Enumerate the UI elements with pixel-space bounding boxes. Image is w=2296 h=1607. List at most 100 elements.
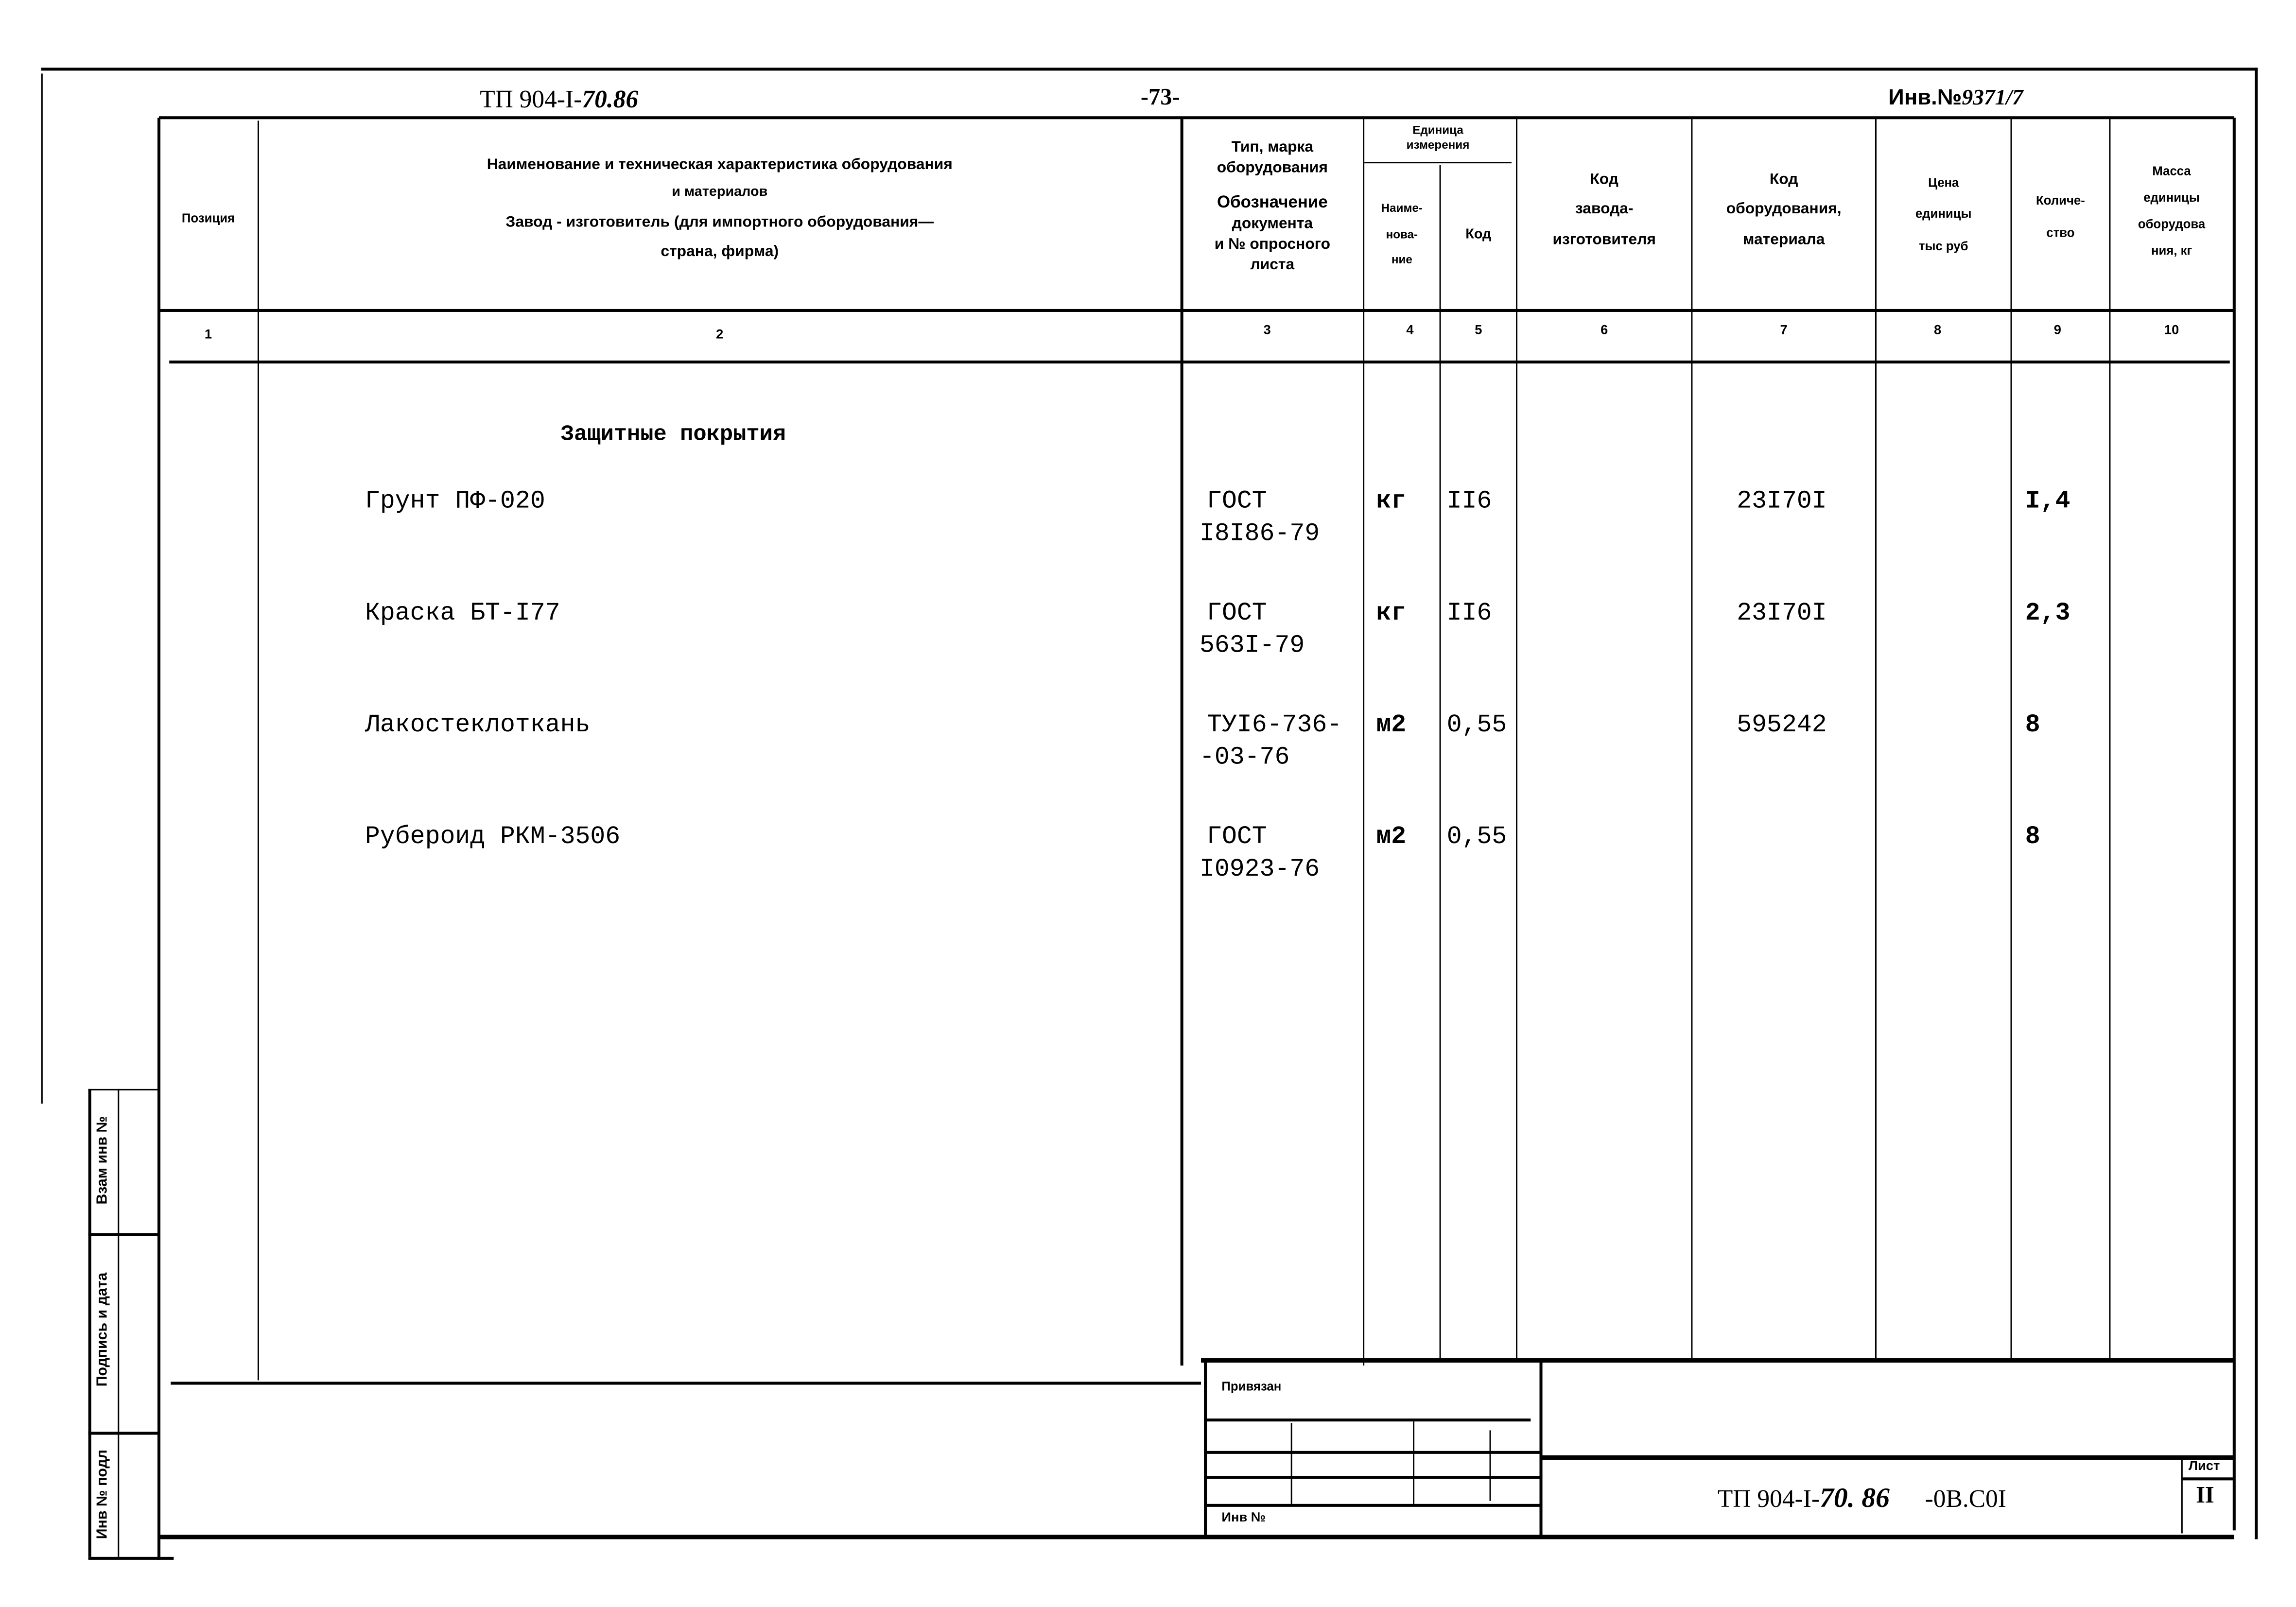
linked-label: Привязан: [1221, 1379, 1282, 1394]
material-code: 595242: [1737, 712, 1827, 741]
col-number: 7: [1780, 322, 1788, 337]
doc-line1: ГОСТ: [1207, 600, 1267, 629]
item-name: Лакостеклоткань: [365, 712, 591, 741]
col-number: 5: [1475, 322, 1482, 337]
col-line: [2232, 118, 2235, 1531]
col-line: [1691, 118, 1693, 1362]
col-line: [1180, 118, 1183, 1366]
col-number: 9: [2053, 322, 2061, 337]
stamp-line: [88, 1556, 174, 1559]
header-price: Цена единицы тыс руб: [1915, 175, 1972, 253]
col-line: [1363, 118, 1365, 1366]
frame-left: [41, 73, 43, 1104]
quantity: 2,3: [2025, 600, 2070, 629]
title-block-line: [1539, 1361, 1543, 1535]
sheet-box-line: [2181, 1477, 2234, 1480]
col-line: [157, 118, 161, 1560]
col-line: [1875, 118, 1877, 1362]
section-title: Защитные покрытия: [560, 422, 786, 448]
unit-code: 0,55: [1446, 824, 1507, 852]
document-code: ТП 904-I-70. 86 -0В.С0I: [1717, 1483, 2006, 1515]
header-unit-code: Код: [1465, 226, 1492, 243]
stamp-line: [88, 1089, 91, 1557]
header-unit-name: Наиме- нова- ние: [1381, 201, 1423, 267]
title-block-top-right: [1201, 1358, 2234, 1362]
stamp-line: [88, 1233, 159, 1236]
material-code: 23I70I: [1737, 600, 1827, 629]
quantity: I,4: [2025, 488, 2070, 517]
quantity: 8: [2025, 712, 2040, 741]
col-line: [1439, 165, 1441, 1363]
unit-name: м2: [1376, 824, 1407, 852]
header-unit-group: Единица измерения: [1406, 123, 1470, 151]
linked-grid: [1204, 1418, 1531, 1421]
col-line: [257, 121, 259, 1381]
col-number: 8: [1934, 322, 1942, 337]
header-position: Позиция: [181, 210, 235, 225]
item-name: Рубероид РКМ-3506: [365, 824, 621, 852]
doc-line2: I0923-76: [1199, 856, 1320, 884]
col-number: 1: [204, 327, 212, 342]
stamp-line: [88, 1432, 159, 1434]
doc-line1: ГОСТ: [1207, 488, 1267, 517]
col-line: [2010, 118, 2012, 1362]
unit-name: м2: [1376, 712, 1407, 741]
doc-code-top: ТП 904-I-70.86: [480, 85, 639, 114]
doc-line2: -03-76: [1199, 744, 1290, 773]
title-block-mid: [1541, 1455, 2234, 1459]
header-quantity: Количе- ство: [2036, 192, 2085, 240]
stamp-line: [118, 1089, 120, 1557]
doc-line2: 563I-79: [1199, 633, 1305, 661]
unit-group-line: [1364, 162, 1512, 164]
inventory-number: Инв.№9371/7: [1888, 85, 2023, 111]
material-code: 23I70I: [1737, 488, 1827, 517]
unit-code: II6: [1446, 488, 1492, 517]
col-line: [2109, 118, 2111, 1362]
doc-line1: ТУI6-736-: [1207, 712, 1342, 741]
doc-line2: I8I86-79: [1199, 520, 1320, 549]
header-name: Наименование и техническая характеристик…: [487, 156, 953, 261]
header-type: Тип, марка оборудования Обозначение доку…: [1214, 138, 1331, 273]
table-top-line: [159, 116, 2234, 120]
sheet-number: II: [2196, 1483, 2214, 1508]
linked-grid: [1204, 1476, 1540, 1478]
inv-no-label: Инв №: [1221, 1509, 1266, 1525]
linked-grid: [1204, 1503, 1540, 1506]
sheet-label: Лист: [2188, 1458, 2220, 1473]
col-line: [1516, 118, 1518, 1363]
header-material-code: Код оборудования, материала: [1726, 171, 1842, 249]
item-name: Краска БТ-I77: [365, 600, 560, 629]
linked-grid: [1413, 1421, 1415, 1504]
title-block-bottom: [159, 1535, 2234, 1538]
header-bottom-line: [159, 309, 2234, 312]
header-mass: Масса единицы оборудова ния, кг: [2138, 163, 2206, 257]
item-name: Грунт ПФ-020: [365, 488, 545, 517]
col-number: 10: [2164, 322, 2179, 337]
frame-right: [2255, 68, 2257, 1539]
title-block-line: [1204, 1361, 1206, 1535]
col-number: 4: [1406, 322, 1414, 337]
sheet-box-line: [2181, 1459, 2183, 1534]
col-number: 6: [1600, 322, 1608, 337]
unit-name: кг: [1376, 488, 1407, 517]
unit-name: кг: [1376, 600, 1407, 629]
page-number: -73-: [1140, 85, 1180, 111]
linked-grid: [1489, 1430, 1491, 1501]
col-number: 2: [716, 327, 724, 342]
stamp-sign-date: Подпись и дата: [95, 1272, 111, 1387]
col-number: 3: [1263, 322, 1271, 337]
linked-grid: [1204, 1451, 1540, 1453]
header-factory-code: Код завода- изготовителя: [1552, 171, 1656, 249]
stamp-inv-original: Инв № подл: [95, 1450, 111, 1539]
linked-grid: [1290, 1423, 1292, 1504]
stamp-line: [88, 1089, 159, 1090]
frame-top: [41, 68, 2258, 70]
unit-code: II6: [1446, 600, 1492, 629]
quantity: 8: [2025, 824, 2040, 852]
stamp-replace-inv: Взам инв №: [95, 1116, 111, 1205]
unit-code: 0,55: [1446, 712, 1507, 741]
doc-line1: ГОСТ: [1207, 824, 1267, 852]
numbers-bottom-line: [169, 360, 2230, 363]
title-block-top-left: [171, 1382, 1201, 1385]
